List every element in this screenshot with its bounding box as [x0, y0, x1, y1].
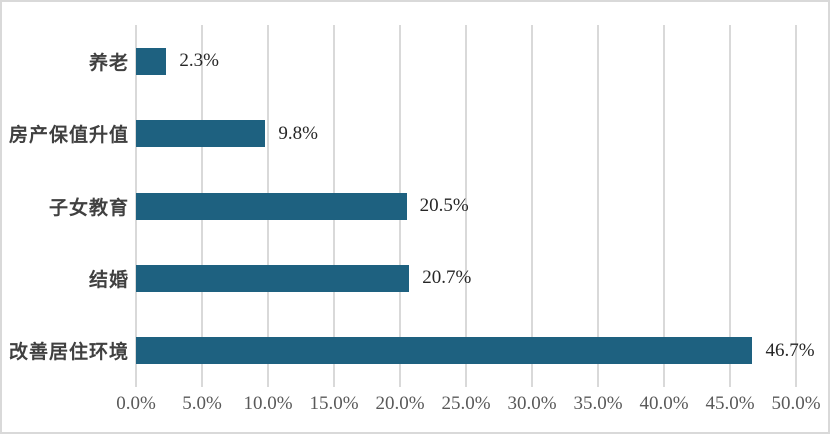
bar-row: 20.7% — [136, 242, 796, 314]
gridline — [663, 25, 665, 387]
x-axis-tick-label: 25.0% — [441, 393, 491, 414]
x-axis-tick-label: 0.0% — [116, 393, 156, 414]
x-axis-tick-label: 50.0% — [771, 393, 821, 414]
bar-row: 9.8% — [136, 97, 796, 169]
data-label: 46.7% — [765, 339, 815, 361]
data-label: 20.5% — [419, 195, 469, 217]
x-axis-tick-label: 20.0% — [375, 393, 425, 414]
category-label: 子女教育 — [48, 197, 129, 219]
bar — [136, 264, 410, 292]
x-axis-tick-label: 15.0% — [309, 393, 359, 414]
x-axis-tick-label: 10.0% — [243, 393, 293, 414]
bar-row: 2.3% — [136, 25, 796, 97]
gridline — [531, 25, 533, 387]
x-axis-tick-label: 35.0% — [573, 393, 623, 414]
gridline — [465, 25, 467, 387]
bar-row: 46.7% — [136, 315, 815, 387]
bar — [136, 120, 266, 148]
data-label: 20.7% — [422, 267, 472, 289]
x-axis-tick-label: 5.0% — [182, 393, 222, 414]
x-axis: 0.0% 5.0% 10.0% 15.0% 20.0% 25.0% 30.0% 35.0% 40… — [116, 393, 820, 423]
bar — [136, 337, 753, 365]
data-label: 2.3% — [179, 50, 219, 72]
bar-row: 20.5% — [136, 170, 796, 242]
category-axis: 养老房产保值升值子女教育结婚改善居住环境 — [2, 25, 129, 387]
bar-series: 2.3% 9.8% 20.5% 20.7% 46.7% — [136, 25, 815, 387]
category-label: 改善居住环境 — [8, 342, 129, 364]
category-label: 养老 — [88, 52, 129, 74]
x-axis-tick-label: 40.0% — [639, 393, 689, 414]
x-axis-tick-label: 30.0% — [507, 393, 557, 414]
bar — [136, 192, 407, 220]
gridline — [795, 25, 797, 387]
gridline — [729, 25, 731, 387]
x-axis-tick-label: 45.0% — [705, 393, 755, 414]
bar — [136, 47, 167, 75]
plot-area: 2.3% 9.8% 20.5% 20.7% 46.7% — [135, 25, 815, 387]
category-label: 结婚 — [88, 269, 129, 291]
gridline — [597, 25, 599, 387]
category-label: 房产保值升值 — [8, 125, 129, 147]
data-label: 9.8% — [278, 122, 318, 144]
